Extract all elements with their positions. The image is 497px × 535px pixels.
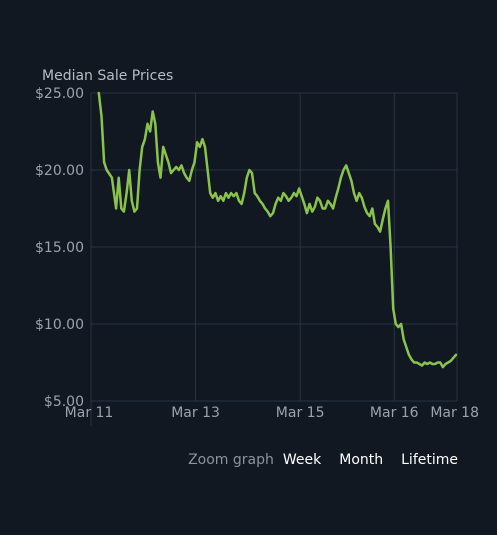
price-chart: $25.00 $20.00 $15.00 $10.00 $5.00 Mar 11 Mar … [35,68,479,426]
x-tick-label: Mar 13 [171,405,220,421]
x-tick-label: Mar 18 [430,405,479,421]
x-tick-label: Mar 16 [370,405,419,421]
chart-title: Median Sale Prices [42,68,173,84]
series-layer[interactable] [97,91,458,369]
y-axis-ticks: $25.00 $20.00 $15.00 $10.00 $5.00 [35,86,84,410]
zoom-controls: Zoom graph Week Month Lifetime [188,452,458,468]
x-axis-ticks: Mar 11 Mar 13 Mar 15 Mar 16 Mar 18 [65,405,479,421]
zoom-week-button[interactable]: Week [282,452,322,468]
zoom-lifetime-button[interactable]: Lifetime [401,452,458,468]
y-tick-label: $25.00 [35,86,84,102]
x-tick-label: Mar 11 [65,405,114,421]
zoom-graph-label: Zoom graph [188,452,274,468]
series-line-median-price[interactable] [97,91,458,369]
grid-lines [90,92,458,426]
x-tick-label: Mar 15 [276,405,325,421]
y-tick-label: $5.00 [44,394,84,410]
zoom-month-button[interactable]: Month [339,452,384,468]
y-tick-label: $10.00 [35,317,84,333]
y-tick-label: $15.00 [35,240,84,256]
y-tick-label: $20.00 [35,163,84,179]
price-chart-svg: $25.00$20.00$15.00$10.00$5.00 Mar 11 Mar … [35,68,479,426]
